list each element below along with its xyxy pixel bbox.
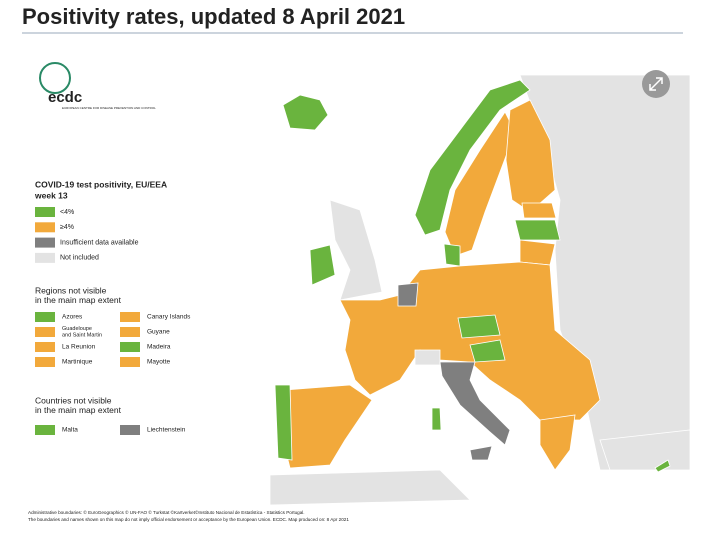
lithuania bbox=[519, 239, 556, 266]
legend-swatch bbox=[35, 237, 55, 248]
legend-subtitle: week 13 bbox=[34, 190, 68, 200]
estonia bbox=[521, 202, 557, 219]
region-swatch bbox=[120, 425, 140, 435]
iceland bbox=[282, 94, 329, 131]
greece bbox=[539, 414, 576, 471]
italy bbox=[439, 361, 511, 446]
expand-icon bbox=[649, 77, 663, 91]
region-label: Canary Islands bbox=[147, 314, 191, 321]
logo-globe bbox=[39, 62, 71, 94]
region-swatch bbox=[120, 327, 140, 337]
legend-swatch bbox=[35, 222, 55, 233]
region-label: Guyane bbox=[147, 329, 170, 336]
czechia bbox=[457, 314, 501, 339]
region-swatch bbox=[120, 312, 140, 322]
benelux bbox=[397, 282, 419, 307]
norway bbox=[414, 79, 531, 236]
logo-subtitle: EUROPEAN CENTRE FOR DISEASE PREVENTION A… bbox=[62, 106, 156, 110]
region-label: Liechtenstein bbox=[147, 427, 186, 434]
region-swatch bbox=[35, 425, 55, 435]
cyprus bbox=[654, 459, 671, 473]
region-label: Malta bbox=[62, 427, 78, 434]
region-swatch bbox=[35, 357, 55, 367]
region-swatch bbox=[120, 342, 140, 352]
section-title: Countries not visible bbox=[35, 396, 112, 406]
region-label: Mayotte bbox=[147, 359, 171, 366]
legend-swatch bbox=[35, 252, 55, 263]
map bbox=[269, 74, 691, 506]
legend-label: Not included bbox=[60, 255, 99, 262]
sardinia bbox=[431, 407, 442, 431]
region-swatch bbox=[35, 342, 55, 352]
legend-title: COVID-19 test positivity, EU/EEA bbox=[35, 179, 167, 189]
section-title: Regions not visible bbox=[35, 286, 107, 296]
section-title: in the main map extent bbox=[35, 295, 122, 305]
region-label: Azores bbox=[62, 314, 83, 321]
logo-name: ecdc bbox=[48, 89, 82, 106]
not-included-africa bbox=[269, 469, 471, 506]
footer-line: Administrative boundaries: © EuroGeograp… bbox=[28, 509, 305, 515]
region-swatch bbox=[35, 312, 55, 322]
region-swatch bbox=[120, 357, 140, 367]
denmark bbox=[443, 243, 461, 267]
region-swatch bbox=[35, 327, 55, 337]
region-label: and Saint Martin bbox=[62, 333, 102, 339]
legend-swatch bbox=[35, 207, 55, 217]
region-label: Guadeloupe bbox=[62, 326, 92, 332]
region-label: La Reunion bbox=[62, 344, 96, 351]
latvia bbox=[514, 219, 561, 241]
section-title: in the main map extent bbox=[35, 405, 122, 415]
region-label: Martinique bbox=[62, 359, 93, 366]
region-label: Madeira bbox=[147, 344, 171, 351]
legend-label: ≥4% bbox=[60, 224, 74, 231]
portugal bbox=[274, 384, 293, 461]
switzerland bbox=[414, 349, 441, 366]
ireland bbox=[309, 244, 336, 286]
sicily bbox=[469, 445, 493, 461]
title: Positivity rates, updated 8 April 2021 bbox=[22, 4, 405, 29]
finland bbox=[505, 99, 556, 213]
footer-line: The boundaries and names shown on this m… bbox=[28, 517, 349, 522]
united-kingdom bbox=[329, 199, 383, 301]
hungary bbox=[469, 339, 506, 363]
legend-label: <4% bbox=[60, 209, 74, 216]
legend-label: Insufficient data available bbox=[60, 239, 139, 246]
